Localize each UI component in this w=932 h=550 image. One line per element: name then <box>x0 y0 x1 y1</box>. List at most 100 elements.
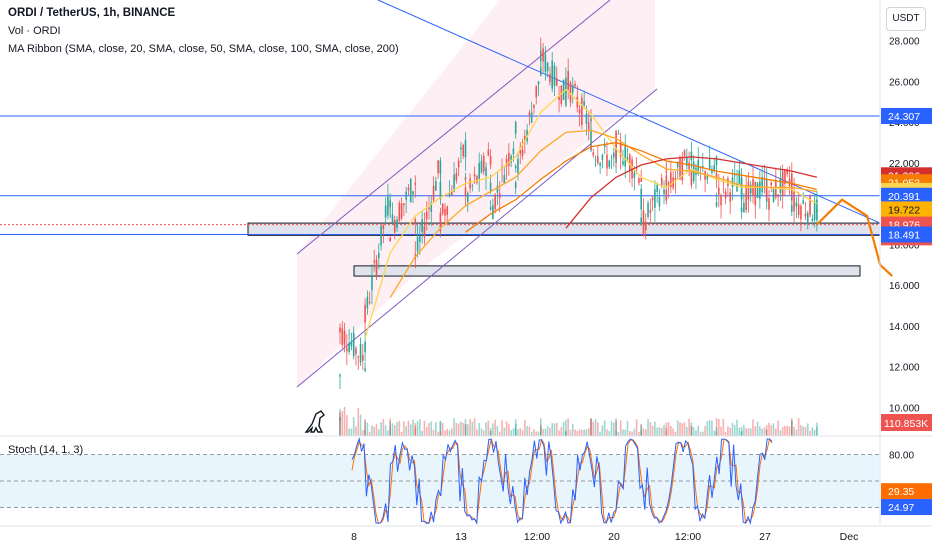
candle-body <box>581 97 583 125</box>
volume-bar <box>382 419 385 436</box>
candle-body <box>471 185 474 187</box>
volume-bar <box>786 425 789 436</box>
candle-body <box>754 181 757 206</box>
candle-body <box>476 176 478 183</box>
candle-body <box>466 193 469 202</box>
candle-body <box>482 155 485 172</box>
candle-body <box>473 174 476 177</box>
candle-body <box>667 182 670 187</box>
volume-bar <box>359 414 362 436</box>
volume-bar <box>763 427 766 436</box>
volume-bar <box>651 425 654 436</box>
candle-body <box>635 168 638 170</box>
volume-bar <box>375 423 378 436</box>
candle-body <box>439 212 442 232</box>
volume-bar <box>464 419 467 436</box>
volume-bar <box>663 425 665 436</box>
candle-body <box>565 77 567 93</box>
candle-body <box>380 225 382 246</box>
candle-body <box>724 191 727 199</box>
candle-body <box>441 203 444 214</box>
volume-bar <box>791 420 793 436</box>
volume-bar <box>419 419 421 436</box>
currency-button[interactable]: USDT <box>886 7 926 31</box>
candle-body <box>485 167 487 176</box>
candle-body <box>444 208 446 216</box>
candle-body <box>816 208 818 213</box>
volume-bar <box>343 406 346 436</box>
candle-body <box>469 178 471 189</box>
volume-bar <box>389 418 391 436</box>
candle-body <box>644 221 647 231</box>
stoch-k-line <box>351 436 773 526</box>
candle-body <box>745 186 747 210</box>
channel-upper-line <box>296 0 611 255</box>
candle-body <box>439 160 442 175</box>
candle-body <box>478 163 480 179</box>
volume-bar <box>380 422 382 436</box>
volume-bar <box>339 418 341 436</box>
volume-bar <box>405 426 407 436</box>
volume-bar <box>736 419 738 436</box>
volume-bar <box>551 423 554 436</box>
candle-body <box>681 158 684 181</box>
volume-bar <box>804 426 807 436</box>
candle-body <box>658 197 661 207</box>
candle-body <box>350 342 353 347</box>
volume-bar <box>432 429 435 436</box>
candle-body <box>428 207 430 210</box>
support-zone-lower <box>353 265 861 277</box>
x-tick-12:00: 12:00 <box>524 531 550 543</box>
volume-bar <box>439 420 442 436</box>
volume-bar <box>590 418 592 436</box>
volume-bar <box>638 431 640 436</box>
candle-body <box>656 184 658 193</box>
volume-bar <box>590 418 592 436</box>
candle-body <box>530 112 533 123</box>
volume-bar <box>453 418 455 436</box>
y-tick-label: 10.000 <box>889 403 920 414</box>
y-tick-label: 14.000 <box>889 322 920 333</box>
volume-bar <box>587 428 590 436</box>
ma-ribbon-legend: MA Ribbon (SMA, close, 20, SMA, close, 5… <box>8 43 399 55</box>
volume-bar <box>528 426 531 436</box>
candle-body <box>419 235 421 242</box>
candle-body <box>715 202 718 206</box>
candle-body <box>569 82 572 103</box>
candle-body <box>524 136 526 142</box>
volume-bar <box>489 427 492 436</box>
candle-body <box>364 341 366 353</box>
candle-body <box>382 224 385 230</box>
volume-bar <box>339 408 341 436</box>
candle-body <box>772 189 775 202</box>
candle-body <box>711 169 713 173</box>
volume-bar <box>578 429 581 436</box>
candle-body <box>806 212 809 222</box>
volume-bar <box>560 427 563 436</box>
candle-body <box>587 122 590 130</box>
candle-body <box>403 203 405 206</box>
stoch-band <box>0 454 880 508</box>
candle-body <box>409 178 412 202</box>
candle-body <box>414 219 417 223</box>
candle-body <box>690 151 693 161</box>
volume-bar <box>565 431 567 436</box>
candle-body <box>453 174 455 192</box>
volume-bar <box>471 421 474 436</box>
candle-body <box>747 182 750 200</box>
candle-body <box>797 204 800 215</box>
candle-body <box>788 178 791 186</box>
volume-bar <box>816 422 818 436</box>
candle-body <box>613 152 615 158</box>
candle-body <box>736 183 738 192</box>
volume-bar <box>540 418 542 436</box>
candle-body <box>624 145 627 167</box>
candle-body <box>756 183 759 198</box>
volume-bar <box>761 428 763 436</box>
candle-body <box>430 202 433 212</box>
volume-bar <box>350 428 353 436</box>
y-tick-label: 16.000 <box>889 281 920 292</box>
volume-bar <box>615 418 617 436</box>
candle-body <box>676 161 679 168</box>
